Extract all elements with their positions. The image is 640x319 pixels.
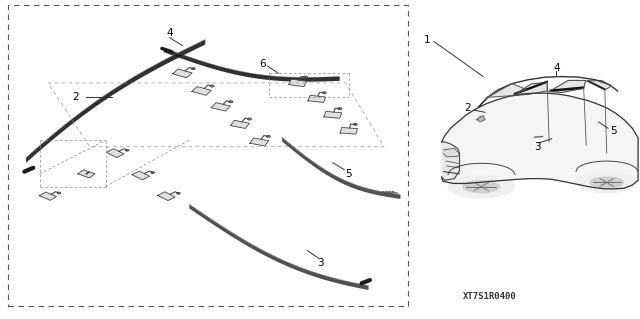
Text: 5: 5 [346,169,352,179]
Text: 3: 3 [317,258,323,268]
Polygon shape [230,120,250,129]
Text: 4: 4 [166,28,173,39]
Polygon shape [157,192,175,201]
Ellipse shape [474,184,489,189]
Polygon shape [250,138,269,146]
Polygon shape [173,69,192,78]
Polygon shape [513,82,547,96]
Text: 2: 2 [464,103,470,114]
Polygon shape [211,103,230,111]
Polygon shape [587,80,611,90]
Polygon shape [324,111,342,118]
Bar [8,5,408,306]
Polygon shape [477,115,485,122]
Text: XT7S1R0400: XT7S1R0400 [463,293,516,301]
Polygon shape [488,84,526,97]
Polygon shape [289,79,307,87]
Ellipse shape [448,175,515,198]
Polygon shape [442,93,638,189]
Polygon shape [132,171,150,180]
Polygon shape [308,95,326,102]
Ellipse shape [576,172,637,193]
Polygon shape [444,148,460,157]
Text: 2: 2 [72,92,79,102]
Polygon shape [40,192,56,200]
Text: 5: 5 [610,126,616,136]
Polygon shape [78,170,95,178]
Text: 1: 1 [424,35,431,45]
Text: 4: 4 [554,63,560,73]
Polygon shape [549,80,586,93]
Text: 6: 6 [259,59,266,69]
Ellipse shape [600,180,614,185]
Polygon shape [192,86,211,95]
Ellipse shape [590,177,623,188]
Polygon shape [106,149,124,158]
Polygon shape [340,128,358,134]
Ellipse shape [463,181,500,193]
Polygon shape [442,142,460,180]
Text: 3: 3 [534,142,541,152]
